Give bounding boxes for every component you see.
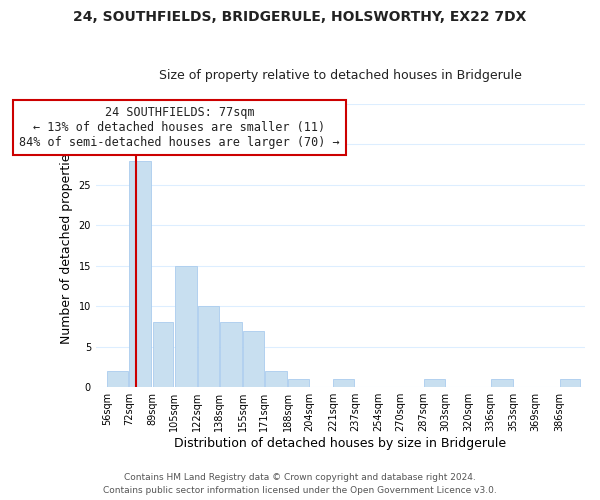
- Bar: [243, 330, 264, 387]
- Bar: [198, 306, 218, 387]
- Text: 24 SOUTHFIELDS: 77sqm
← 13% of detached houses are smaller (11)
84% of semi-deta: 24 SOUTHFIELDS: 77sqm ← 13% of detached …: [19, 106, 340, 148]
- Y-axis label: Number of detached properties: Number of detached properties: [60, 147, 73, 344]
- Bar: [129, 160, 151, 387]
- Text: 24, SOUTHFIELDS, BRIDGERULE, HOLSWORTHY, EX22 7DX: 24, SOUTHFIELDS, BRIDGERULE, HOLSWORTHY,…: [73, 10, 527, 24]
- Text: Contains HM Land Registry data © Crown copyright and database right 2024.
Contai: Contains HM Land Registry data © Crown c…: [103, 474, 497, 495]
- Bar: [265, 371, 287, 387]
- Bar: [288, 379, 309, 387]
- X-axis label: Distribution of detached houses by size in Bridgerule: Distribution of detached houses by size …: [175, 437, 506, 450]
- Bar: [424, 379, 445, 387]
- Bar: [491, 379, 513, 387]
- Bar: [560, 379, 580, 387]
- Bar: [152, 322, 173, 387]
- Bar: [175, 266, 197, 387]
- Bar: [220, 322, 242, 387]
- Bar: [334, 379, 354, 387]
- Title: Size of property relative to detached houses in Bridgerule: Size of property relative to detached ho…: [159, 69, 522, 82]
- Bar: [107, 371, 128, 387]
